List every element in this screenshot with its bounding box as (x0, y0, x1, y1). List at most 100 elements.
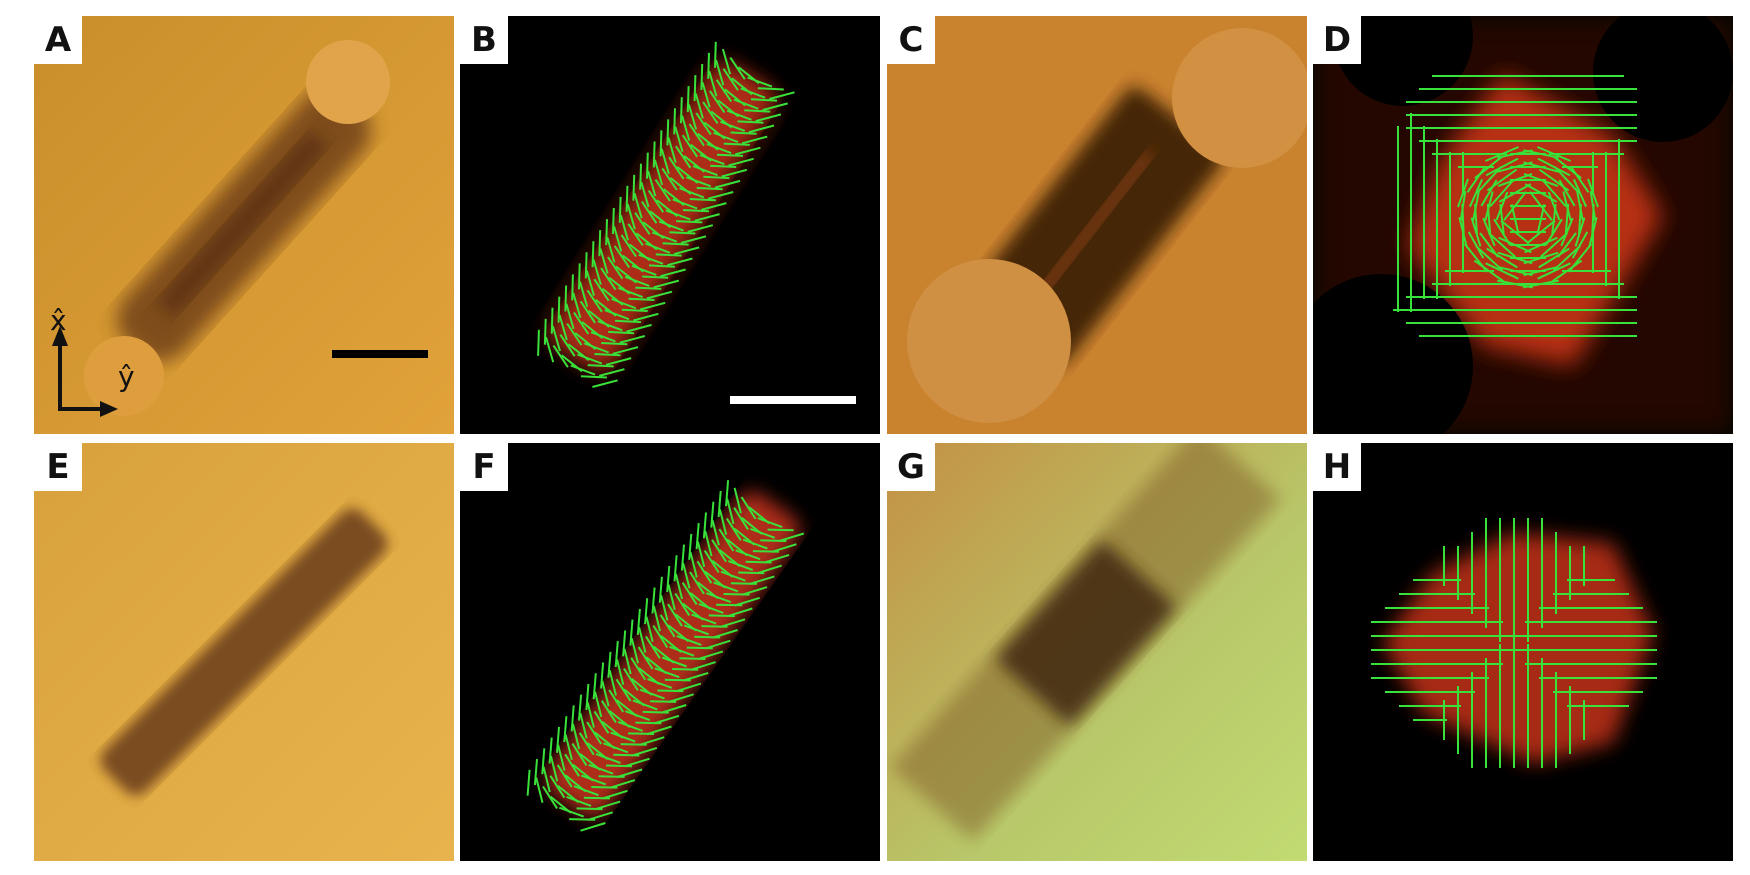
director-segment (733, 487, 742, 514)
director-segment (1536, 204, 1546, 234)
director-segment (613, 226, 623, 252)
director-segment (613, 245, 631, 269)
director-segment (609, 779, 636, 789)
director-segment (681, 134, 699, 158)
director-segment (1495, 191, 1509, 221)
panel-label: D (1313, 16, 1361, 64)
director-segment (625, 710, 651, 722)
director-segment (674, 592, 691, 616)
axis-y-label: ŷ (118, 360, 135, 393)
director-segment (549, 775, 566, 799)
director-segment (694, 93, 704, 119)
director-segment (698, 602, 724, 614)
director-segment (631, 264, 657, 276)
director-segment (646, 152, 649, 179)
director-segment (726, 498, 735, 525)
director-field (537, 41, 795, 388)
director-segment (694, 213, 720, 222)
director-segment (598, 368, 625, 377)
director-segment (704, 530, 713, 557)
director-segment (611, 298, 637, 310)
director-segment (708, 71, 718, 97)
panel-g: G (887, 443, 1307, 861)
director-segment (719, 618, 746, 628)
director-segment (612, 207, 615, 235)
director-segment (587, 811, 613, 821)
panel-h-image (1313, 443, 1733, 861)
director-segment (1486, 247, 1518, 269)
director-segment (676, 635, 702, 646)
director-segment (1486, 203, 1492, 235)
director-segment (584, 252, 588, 279)
director-segment (734, 596, 760, 607)
director-segment (750, 527, 776, 539)
director-segment (757, 87, 784, 91)
director-segment (603, 742, 629, 754)
director-segment (715, 79, 733, 102)
director-segment (717, 490, 722, 517)
director-segment (701, 82, 711, 108)
director-field (1371, 518, 1657, 768)
director-segment (683, 624, 709, 636)
director-segment (624, 275, 650, 287)
director-segment (757, 517, 783, 529)
director-segment (655, 253, 682, 257)
director-segment (1562, 191, 1572, 221)
director-segment (571, 274, 574, 301)
scale-bar (730, 396, 856, 404)
director-segment (707, 191, 734, 200)
panel-e: E (34, 443, 454, 861)
director-segment (1587, 178, 1599, 208)
director-segment (1489, 178, 1515, 208)
director-segment (599, 248, 609, 274)
director-segment (1541, 178, 1567, 208)
director-segment (570, 364, 596, 376)
director-segment (661, 656, 687, 668)
director-segment (741, 135, 768, 145)
director-segment (715, 59, 725, 86)
director-field (526, 480, 805, 832)
director-segment (700, 63, 704, 91)
director-segment (1523, 161, 1559, 173)
director-segment (639, 301, 666, 311)
director-segment (551, 325, 561, 352)
director-segment (699, 154, 725, 166)
director-segment (558, 806, 585, 818)
director-segment (722, 68, 739, 91)
director-segment (549, 755, 559, 782)
director-segment (595, 753, 621, 764)
director-segment (579, 300, 596, 324)
director-segment (607, 651, 612, 678)
director-segment (696, 541, 706, 568)
director-segment (627, 223, 644, 246)
director-segment (654, 667, 680, 679)
director-segment (1538, 247, 1570, 269)
director-segment (1480, 179, 1498, 207)
director-segment (618, 196, 622, 223)
director-segment (688, 123, 705, 147)
director-segment (661, 167, 678, 191)
director-segment (610, 731, 636, 743)
director-segment (710, 501, 715, 528)
director-segment (696, 186, 723, 191)
director-segment (727, 560, 754, 571)
director-segment (681, 115, 691, 141)
director-segment (660, 594, 669, 621)
director-segment (645, 242, 671, 254)
director-segment (665, 209, 691, 221)
director-segment (1539, 232, 1569, 258)
director-segment (750, 98, 778, 102)
director-segment (592, 379, 618, 388)
director-segment (659, 130, 663, 157)
panel-b: B (460, 16, 880, 434)
axis-indicator: x̂ ŷ (42, 304, 142, 426)
director-segment (1571, 231, 1589, 259)
director-segment (630, 637, 639, 664)
director-segment (580, 822, 606, 832)
director-segment (1523, 265, 1559, 277)
director-segment (634, 212, 651, 235)
panel-label: G (887, 443, 935, 491)
director-segment (659, 614, 676, 638)
director-segment (740, 87, 766, 99)
director-segment (566, 795, 592, 807)
